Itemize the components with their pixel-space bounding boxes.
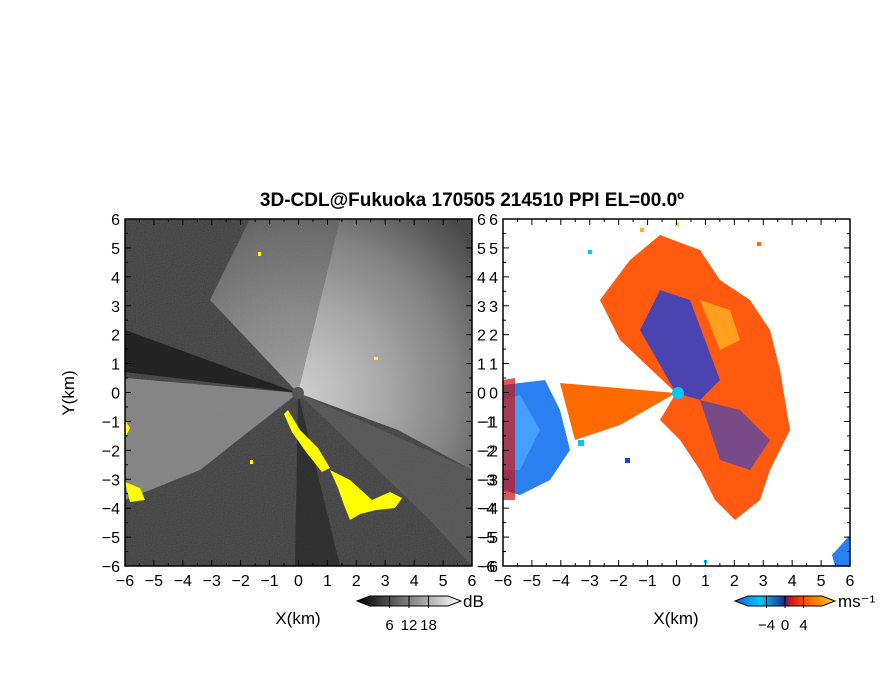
velocity-xtick-label: 6: [846, 573, 855, 590]
reflectivity-ytick-label: 3: [111, 299, 120, 316]
velocity-xtick-label: −1: [638, 573, 656, 590]
velocity-xlabel: X(km): [653, 609, 698, 628]
reflectivity-axes: −6 −5 −4 −3 −2 −1 0 1 2 3 4 5 66 65 54 43 32 21 10 0−1 −1−2−…: [102, 212, 496, 590]
velocity-xtick-label: −6: [494, 573, 512, 590]
reflectivity-ylabel: Y(km): [59, 370, 78, 415]
velocity-xtick-label: 0: [672, 573, 681, 590]
velocity-xtick-label: 3: [759, 573, 768, 590]
velocity-ytick-label: −4: [480, 501, 498, 518]
reflectivity-xtick-label: 6: [468, 573, 477, 590]
reflectivity-colorbar-tick-label: 12: [401, 617, 418, 634]
reflectivity-ytick-label-right: 6: [477, 212, 486, 229]
reflectivity-xlabel: X(km): [275, 609, 320, 628]
velocity-ytick-label: −1: [480, 414, 498, 431]
reflectivity-ytick-label-right: 1: [477, 357, 486, 374]
velocity-colorbar-tick-label: 0: [781, 617, 789, 634]
reflectivity-xtick-label: −4: [174, 573, 192, 590]
reflectivity-xtick-label: −2: [232, 573, 250, 590]
reflectivity-ytick-label: −1: [102, 414, 120, 431]
reflectivity-colorbar-tick-label: 18: [420, 617, 437, 634]
reflectivity-xtick-label: 0: [294, 573, 303, 590]
velocity-xtick-label: −4: [552, 573, 570, 590]
reflectivity-colorbar-tick-label: 6: [385, 617, 393, 634]
reflectivity-xtick-label: −1: [260, 573, 278, 590]
velocity-xtick-label: −2: [610, 573, 628, 590]
velocity-ytick-label: 2: [489, 328, 498, 345]
reflectivity-xtick-label: 3: [381, 573, 390, 590]
reflectivity-panel: −6 −5 −4 −3 −2 −1 0 1 2 3 4 5 66 65 54 43 32 21 10 0−1 −1−2−…: [59, 212, 495, 628]
velocity-ytick-label: −3: [480, 472, 498, 489]
reflectivity-ytick-label: 1: [111, 357, 120, 374]
reflectivity-ytick-label: −5: [102, 530, 120, 547]
reflectivity-ytick-label-right: 4: [477, 270, 486, 287]
reflectivity-xtick-label: −3: [203, 573, 221, 590]
velocity-colorbar-tick-label: −4: [758, 617, 775, 634]
reflectivity-ytick-label: 5: [111, 241, 120, 258]
velocity-xtick-label: 2: [730, 573, 739, 590]
velocity-ytick-label: 6: [489, 212, 498, 229]
reflectivity-ytick-label-right: 3: [477, 299, 486, 316]
velocity-ytick-label: 0: [489, 386, 498, 403]
reflectivity-ytick-label-right: −2: [477, 443, 495, 460]
velocity-xtick-label: 1: [701, 573, 710, 590]
velocity-xtick-label: 4: [788, 573, 797, 590]
reflectivity-ytick-label: −6: [102, 559, 120, 576]
reflectivity-xtick-label: 2: [352, 573, 361, 590]
reflectivity-xtick-label: 4: [410, 573, 419, 590]
reflectivity-xtick-label: −5: [145, 573, 163, 590]
reflectivity-ytick-label: −3: [102, 472, 120, 489]
reflectivity-xtick-label: 5: [439, 573, 448, 590]
reflectivity-ytick-label: 2: [111, 328, 120, 345]
reflectivity-ytick-label-right: −3: [477, 472, 495, 489]
velocity-colorbar-unit: ms⁻¹: [838, 592, 876, 611]
reflectivity-xtick-label: 1: [323, 573, 332, 590]
reflectivity-ytick-label-right: −1: [477, 414, 495, 431]
reflectivity-ytick-label-right: 0: [477, 386, 486, 403]
reflectivity-ytick-label: 4: [111, 270, 120, 287]
velocity-colorbar: −4 0 4 ms⁻¹: [733, 592, 876, 634]
reflectivity-ytick-label-right: −5: [477, 530, 495, 547]
velocity-xtick-label: −3: [581, 573, 599, 590]
velocity-ytick-label: 1: [489, 357, 498, 374]
velocity-colorbar-tick-label: 4: [799, 617, 807, 634]
velocity-ytick-label: −6: [480, 559, 498, 576]
reflectivity-colorbar: 6 12 18 dB: [355, 592, 484, 634]
velocity-ytick-label: 4: [489, 270, 498, 287]
reflectivity-ytick-label: 6: [111, 212, 120, 229]
reflectivity-xtick-label: −6: [116, 573, 134, 590]
reflectivity-ytick-label: −2: [102, 443, 120, 460]
velocity-ytick-label: −5: [480, 530, 498, 547]
figure-title: 3D-CDL@Fukuoka 170505 214510 PPI EL=00.0…: [260, 190, 684, 211]
velocity-xtick-label: −5: [523, 573, 541, 590]
velocity-ytick-label: 5: [489, 241, 498, 258]
reflectivity-ytick-label-right: 2: [477, 328, 486, 345]
reflectivity-colorbar-unit: dB: [463, 592, 484, 611]
velocity-ytick-label: −2: [480, 443, 498, 460]
velocity-xtick-label: 5: [817, 573, 826, 590]
velocity-image: [503, 219, 850, 566]
reflectivity-ytick-label-right: −6: [477, 559, 495, 576]
reflectivity-ytick-label: −4: [102, 501, 120, 518]
reflectivity-ytick-label-right: 5: [477, 241, 486, 258]
velocity-ytick-label: 3: [489, 299, 498, 316]
reflectivity-ytick-label: 0: [111, 386, 120, 403]
reflectivity-image: [125, 219, 472, 566]
reflectivity-ytick-label-right: −4: [477, 501, 495, 518]
